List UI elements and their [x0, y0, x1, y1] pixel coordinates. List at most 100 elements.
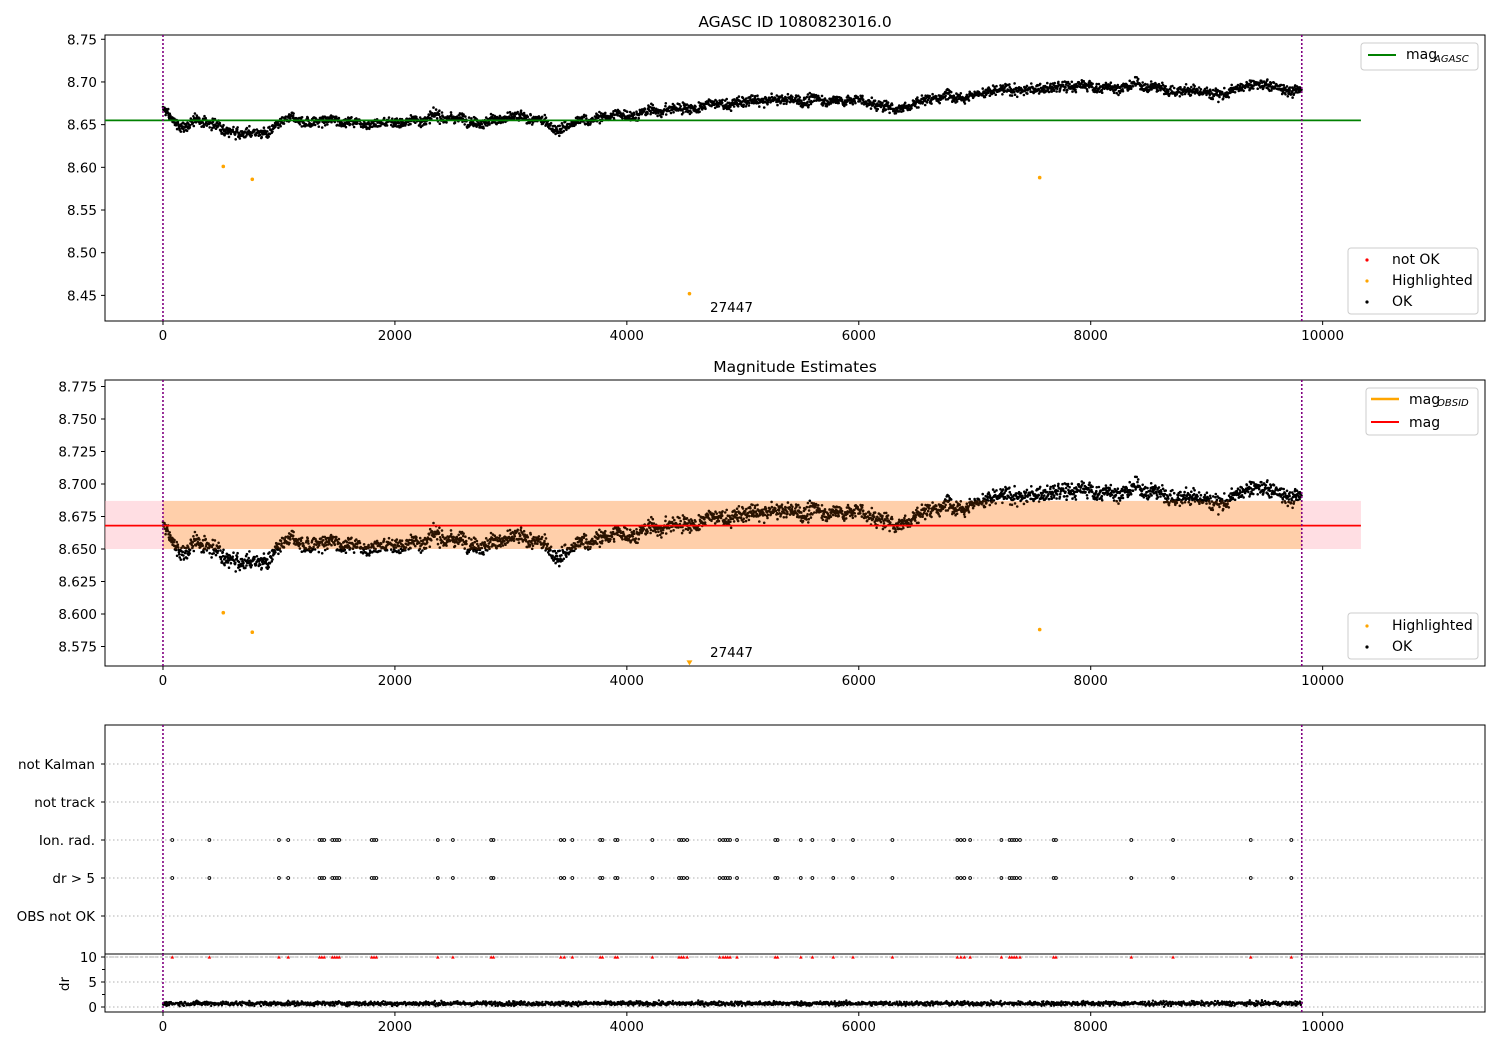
flag-point-ion-rad — [335, 838, 339, 842]
flag-point-dr — [798, 876, 803, 880]
y-tick-label: 0 — [88, 1000, 97, 1016]
flag-point-dr — [451, 876, 455, 880]
flag-label-not-kalman: not Kalman — [18, 757, 95, 773]
x-tick-label: 10000 — [1301, 328, 1344, 344]
x-tick-label: 6000 — [842, 673, 876, 689]
flag-point-ion-rad — [369, 838, 374, 842]
flag-point-ion-rad — [435, 838, 440, 842]
panel1-annotation: 27447 — [710, 300, 753, 316]
flag-point-dr — [968, 876, 972, 880]
dr-clipped-marker — [1010, 955, 1014, 959]
legend-mag-agasc-label: mag — [1406, 47, 1437, 63]
legend-ok: OK — [1392, 294, 1413, 310]
flag-point-dr — [170, 876, 175, 880]
x-tick-label: 6000 — [842, 1019, 876, 1035]
highlighted-point — [250, 630, 255, 634]
flag-point-dr — [1054, 876, 1058, 880]
flag-point-dr — [728, 876, 732, 880]
panel3-category-labels: not Kalman not track Ion. rad. dr > 5 OB… — [17, 757, 97, 925]
panel2-y-ticks: 8.575 8.600 8.625 8.650 8.675 8.700 8.725 8.750… — [58, 380, 105, 656]
flag-point-dr — [775, 876, 780, 880]
flag-label-dr-gt-5: dr > 5 — [52, 871, 95, 887]
x-tick-label: 0 — [159, 1019, 168, 1035]
dr-clipped-marker — [968, 955, 972, 959]
dr-clipped-marker — [1129, 955, 1134, 959]
dr-clipped-marker — [491, 955, 496, 959]
y-tick-label: 8.625 — [58, 575, 97, 591]
legend-highlighted: Highlighted — [1392, 273, 1473, 289]
flag-point-ion-rad — [615, 838, 620, 842]
dr-clipped-marker — [717, 955, 722, 959]
flag-point-ion-rad — [322, 838, 327, 842]
y-tick-label: 8.575 — [58, 640, 97, 656]
panel2-x-ticks: 0 2000 4000 6000 8000 10000 — [159, 666, 1344, 689]
panel-magnitude-estimates: Magnitude Estimates 8.575 8.600 8.625 8.650… — [58, 358, 1486, 689]
flag-point-ion-rad — [562, 838, 567, 842]
x-tick-label: 2000 — [378, 328, 412, 344]
y-tick-label: 8.775 — [58, 380, 97, 396]
flag-point-ion-rad — [773, 838, 778, 842]
x-tick-label: 2000 — [378, 1019, 412, 1035]
dr-clipped-marker — [322, 955, 326, 959]
flag-point-ion-rad — [723, 838, 728, 842]
flag-point-dr — [1014, 876, 1019, 880]
dr-clipped-marker — [489, 955, 493, 959]
dr-clipped-marker — [615, 955, 620, 959]
dr-clipped-marker — [1171, 955, 1175, 959]
flag-point-ion-rad — [372, 838, 376, 842]
dr-clipped-marker — [1054, 955, 1058, 959]
x-tick-label: 0 — [159, 328, 168, 344]
flag-point-ion-rad — [1051, 838, 1056, 842]
x-tick-label: 6000 — [842, 328, 876, 344]
dr-clipped-marker — [798, 955, 803, 959]
flag-point-ion-rad — [600, 838, 605, 842]
dr-clipped-marker — [677, 955, 681, 959]
flag-point-ion-rad — [489, 838, 494, 842]
panel4-x-ticks: 0 2000 4000 6000 8000 10000 — [159, 1012, 1344, 1035]
dr-clipped-marker — [773, 955, 778, 959]
flag-point-ion-rad — [955, 838, 960, 842]
dr-clipped-marker — [1248, 955, 1253, 959]
y-tick-label: 8.60 — [67, 160, 97, 176]
flag-point-dr — [1007, 876, 1012, 880]
dr-clipped-marker — [1289, 955, 1294, 959]
flag-point-dr — [332, 876, 337, 880]
flag-point-dr — [277, 876, 281, 880]
flag-point-ion-rad — [1014, 838, 1019, 842]
dr-clipped-marker — [558, 955, 563, 959]
flag-point-dr — [335, 876, 339, 880]
legend-mag-obsid-sub: OBSID — [1437, 398, 1469, 409]
dr-clipped-marker — [613, 955, 618, 959]
flag-point-dr — [1129, 876, 1134, 880]
flag-point-ion-rad — [650, 838, 655, 842]
dr-clipped-marker — [650, 955, 655, 959]
flag-point-ion-rad — [570, 838, 575, 842]
dr-clipped-marker — [207, 955, 212, 959]
flag-point-dr — [435, 876, 440, 880]
flag-point-dr — [723, 876, 728, 880]
flag-point-ion-rad — [330, 838, 335, 842]
dr-clipped-marker — [955, 955, 960, 959]
flag-point-dr — [562, 876, 567, 880]
dr-clipped-marker — [374, 955, 379, 959]
dr-clipped-marker — [1018, 955, 1022, 959]
flag-point-dr — [681, 876, 686, 880]
flag-label-ion-rad: Ion. rad. — [39, 833, 95, 849]
dr-clipped-marker — [1012, 955, 1016, 959]
flag-point-dr — [955, 876, 960, 880]
flag-point-ion-rad — [798, 838, 803, 842]
flag-point-dr — [650, 876, 655, 880]
flag-point-dr — [615, 876, 620, 880]
dr-clipped-marker — [831, 955, 836, 959]
flag-point-dr — [320, 876, 324, 880]
x-tick-label: 2000 — [378, 673, 412, 689]
dr-clipped-marker — [286, 955, 291, 959]
dr-clipped-marker — [277, 955, 281, 959]
flag-point-dr — [773, 876, 778, 880]
flag-point-ion-rad — [725, 838, 730, 842]
flag-point-dr — [851, 876, 855, 880]
flag-point-dr — [962, 876, 967, 880]
flag-point-dr — [1171, 876, 1175, 880]
x-tick-label: 8000 — [1074, 328, 1108, 344]
